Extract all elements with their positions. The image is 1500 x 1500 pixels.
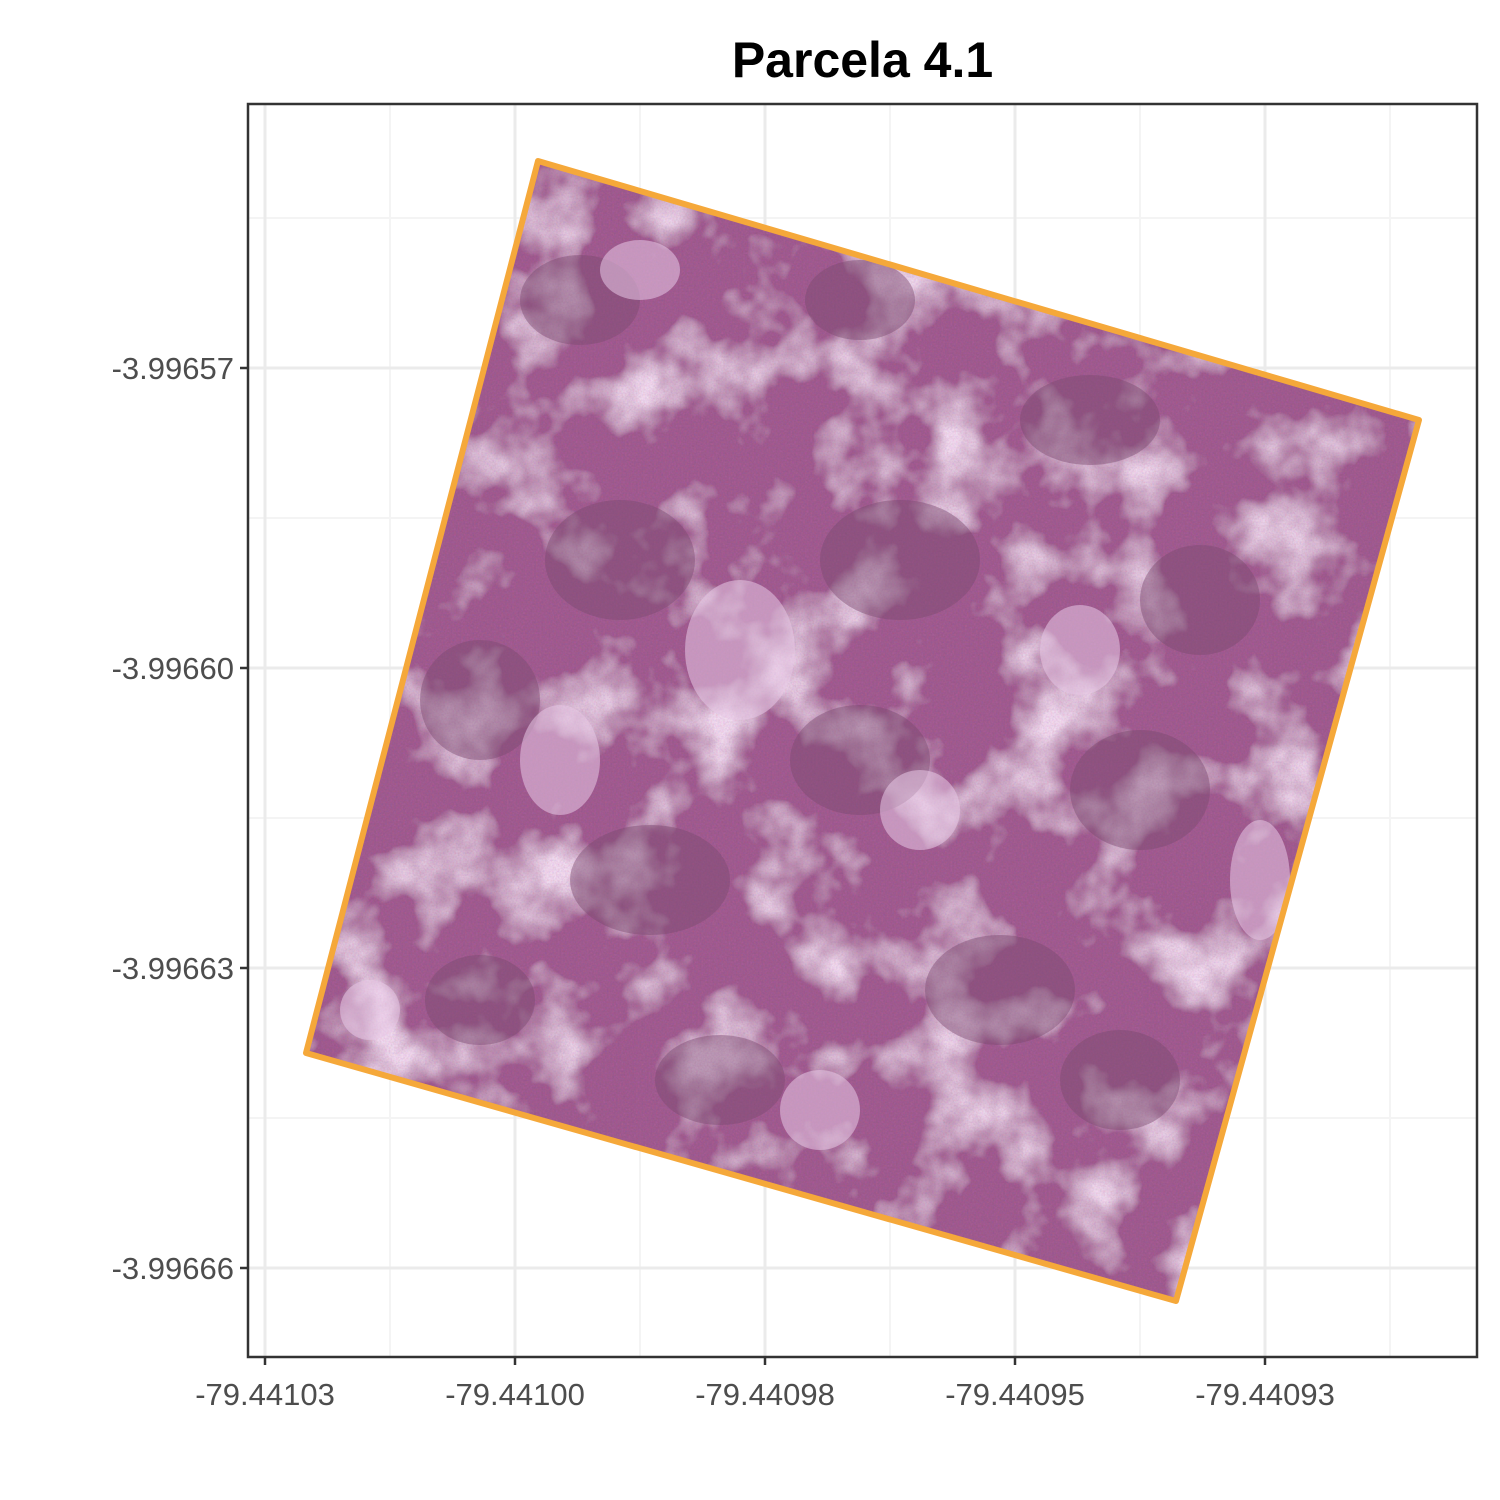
y-tick-label: -3.99663 <box>112 951 234 986</box>
x-axis: -79.44103 -79.44100 -79.44098 -79.44095 -79.… <box>195 1357 1335 1412</box>
y-tick-label: -3.99666 <box>112 1251 234 1286</box>
panel-border <box>246 102 1479 1359</box>
y-tick-label: -3.99660 <box>112 651 234 686</box>
x-tick-label: -79.44098 <box>695 1377 835 1412</box>
plot-boundary <box>303 158 1422 1304</box>
x-tick-label: -79.44100 <box>445 1377 585 1412</box>
y-axis: -3.99657 -3.99660 -3.99663 -3.99666 <box>112 351 248 1286</box>
x-tick-label: -79.44095 <box>945 1377 1085 1412</box>
y-tick-label: -3.99657 <box>112 351 234 386</box>
x-tick-label: -79.44103 <box>195 1377 335 1412</box>
plot-title: Parcela 4.1 <box>731 32 994 88</box>
x-tick-label: -79.44093 <box>1195 1377 1335 1412</box>
